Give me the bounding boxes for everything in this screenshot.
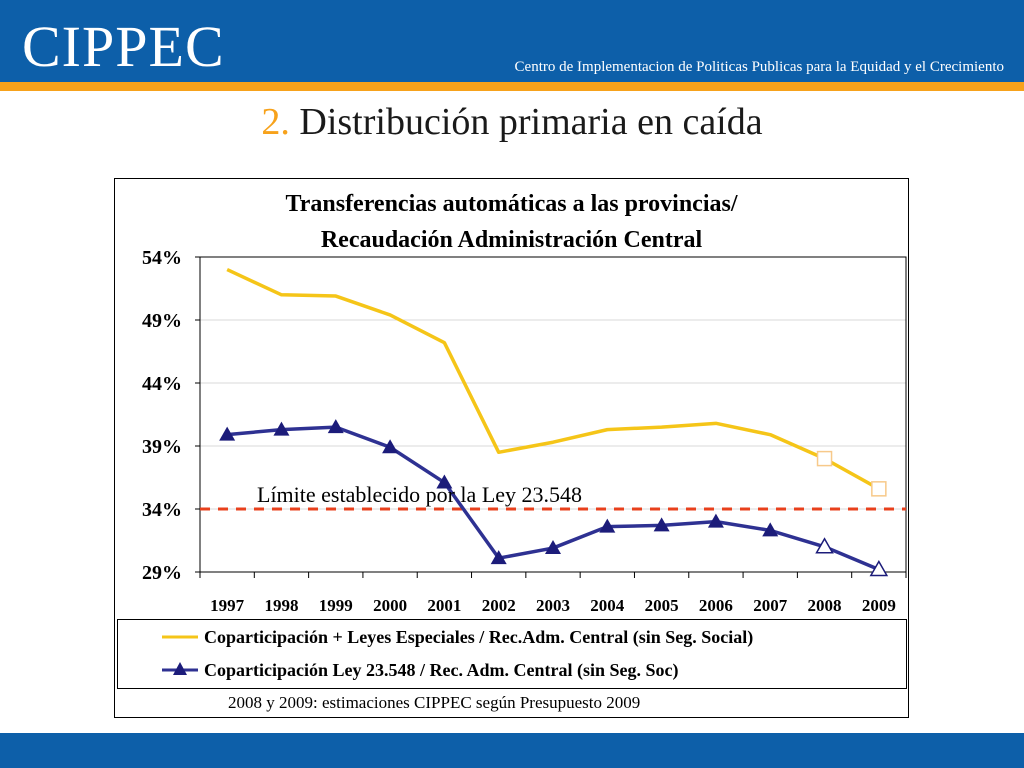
x-tick-label: 2007 (753, 596, 788, 615)
triangle-marker (273, 421, 290, 436)
series-layer (219, 268, 889, 577)
triangle-marker (219, 426, 236, 441)
legend-item-navy-series: Coparticipación Ley 23.548 / Rec. Adm. C… (162, 658, 678, 682)
triangle-marker (436, 474, 453, 489)
cippec-logo: CIPPEC (22, 14, 225, 79)
triangle-marker (707, 513, 724, 528)
triangle-marker (327, 419, 344, 434)
reference-line-label: Límite establecido por la Ley 23.548 (257, 482, 582, 507)
y-tick-label: 34% (142, 499, 182, 521)
x-tick-label: 1999 (319, 596, 353, 615)
legend-label-navy-series: Coparticipación Ley 23.548 / Rec. Adm. C… (204, 659, 679, 680)
legend-label-yellow-series: Coparticipación + Leyes Especiales / Rec… (204, 626, 754, 647)
legend-item-yellow-series: Coparticipación + Leyes Especiales / Rec… (162, 625, 753, 649)
triangle-marker (545, 540, 561, 555)
chart-title-line1: Transferencias automáticas a las provinc… (285, 191, 738, 217)
x-tick-label: 2004 (590, 596, 625, 615)
x-tick-label: 2008 (808, 596, 842, 615)
estimate-triangle-marker (869, 559, 889, 577)
y-tick-label: 54% (142, 247, 182, 269)
legend-swatch-navy-triangle (162, 662, 198, 675)
y-tick-label: 29% (142, 562, 182, 584)
x-tick-label: 1998 (264, 596, 298, 615)
legend-swatch-yellow-line (162, 635, 198, 639)
chart-legend: Coparticipación + Leyes Especiales / Rec… (117, 619, 907, 689)
estimate-square-marker (816, 450, 833, 467)
chart-title-line2: Recaudación Administración Central (320, 227, 703, 253)
axis-layer (195, 256, 907, 578)
line-chart: 54% 49% 44% 39% 34% 29% 1997 1998 1999 2000 2001 20… (142, 247, 907, 615)
x-tick-label: 2009 (862, 596, 896, 615)
label-layer: 54% 49% 44% 39% 34% 29% 1997 1998 1999 2000 2001 20… (142, 247, 896, 615)
slide-title: 2. Distribución primaria en caída (0, 98, 1024, 146)
x-tick-label: 2001 (427, 596, 461, 615)
x-tick-label: 2003 (536, 596, 570, 615)
plot-area (199, 256, 907, 573)
estimate-square-marker (871, 481, 887, 497)
slide-number: 2. (261, 101, 290, 143)
grid-layer (200, 256, 906, 573)
header-bar (0, 0, 1024, 82)
y-tick-label: 44% (142, 373, 182, 395)
x-tick-label: 1997 (210, 596, 245, 615)
estimates-note: 2008 y 2009: estimaciones CIPPEC según P… (228, 693, 641, 712)
series-line-yellow (226, 268, 880, 491)
footer-bar (0, 733, 1024, 768)
x-tick-label: 2000 (373, 596, 407, 615)
header-accent-stripe (0, 82, 1024, 91)
y-tick-label: 49% (142, 310, 182, 332)
slide-title-text: Distribución primaria en caída (299, 101, 763, 143)
estimate-triangle-marker (815, 537, 834, 554)
x-tick-label: 2006 (699, 596, 733, 615)
x-tick-label: 2002 (482, 596, 516, 615)
x-tick-label: 2005 (645, 596, 679, 615)
triangle-marker (762, 522, 779, 537)
triangle-marker (599, 518, 616, 533)
header-tagline: Centro de Implementacion de Politicas Pu… (514, 59, 1004, 75)
triangle-marker (490, 550, 507, 565)
y-tick-label: 39% (142, 436, 182, 458)
triangle-marker (382, 439, 399, 454)
triangle-marker (653, 517, 670, 532)
